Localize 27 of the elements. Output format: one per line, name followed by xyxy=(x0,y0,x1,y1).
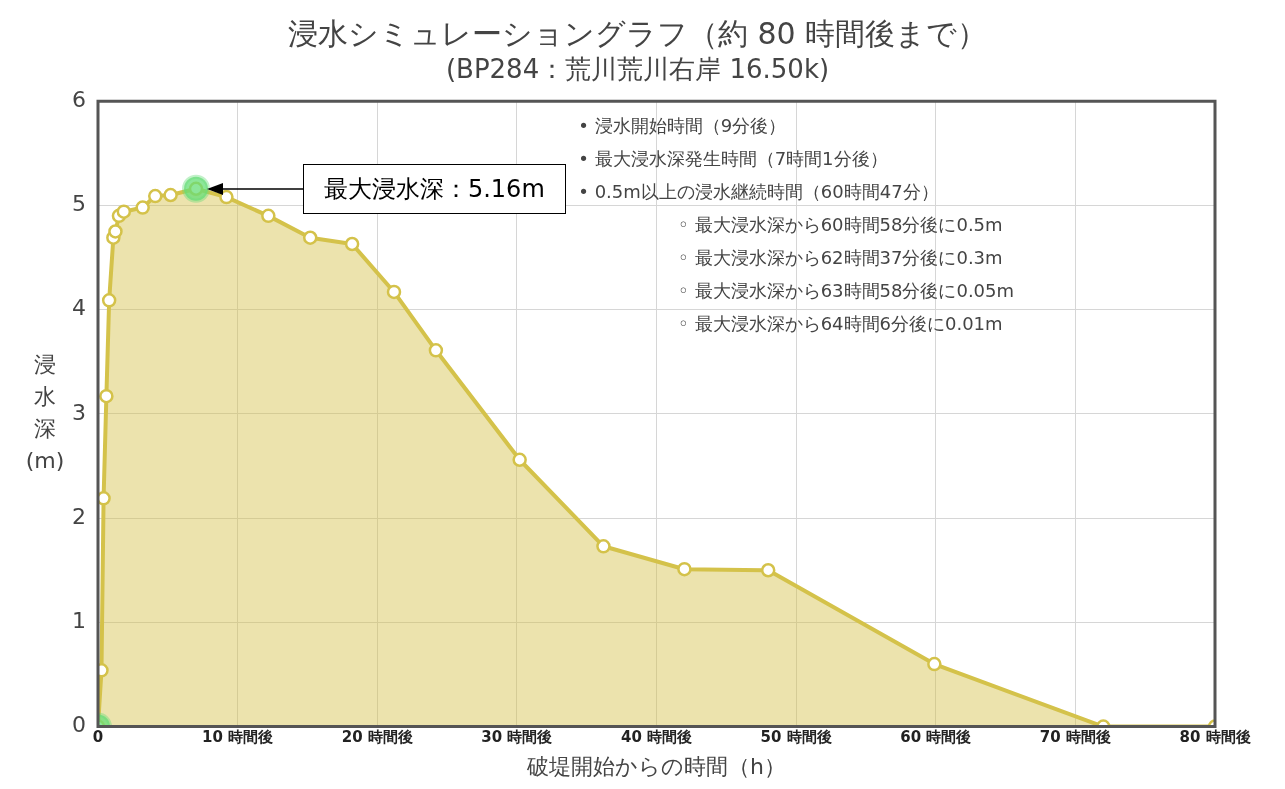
annotation: ◦ 最大浸水深から60時間58分後に0.5m xyxy=(677,213,1004,238)
x-axis-title: 破堤開始からの時間（h） xyxy=(526,753,786,779)
annotation: ◦ 最大浸水深から62時間37分後に0.3m xyxy=(677,246,1004,271)
y-tick-label: 6 xyxy=(72,86,86,112)
x-tick-label: 60 時間後 xyxy=(900,728,972,747)
x-tick-label: 20 時間後 xyxy=(341,728,413,747)
annotation: • 最大浸水深発生時間（7時間1分後） xyxy=(578,147,889,172)
chart-subtitle: (BP284：荒川荒川右岸 16.50k) xyxy=(445,54,830,85)
y-axis-title: 浸水深(m) xyxy=(25,351,65,473)
x-tick-label: 70 時間後 xyxy=(1039,728,1111,747)
annotation: • 0.5m以上の浸水継続時間（60時間47分） xyxy=(578,180,940,205)
y-tick-label: 3 xyxy=(72,399,86,425)
x-tick-label: 40 時間後 xyxy=(620,728,693,747)
annotation: • 浸水開始時間（9分後） xyxy=(578,114,788,139)
annotation: 最大浸水深：5.16m xyxy=(302,163,566,214)
x-tick-label: 80 時間後 xyxy=(1179,728,1251,747)
annotation: ◦ 最大浸水深から64時間6分後に0.01m xyxy=(677,312,1004,337)
y-tick-label: 4 xyxy=(72,295,86,321)
annotation: ◦ 最大浸水深から63時間58分後に0.05m xyxy=(677,279,1015,304)
x-tick-label: 10 時間後 xyxy=(202,728,274,747)
chart-title: 浸水シミュレーショングラフ（約 80 時間後まで） xyxy=(287,15,988,51)
y-tick-label: 5 xyxy=(72,191,86,217)
y-tick-label: 2 xyxy=(72,503,86,529)
y-tick-label: 1 xyxy=(72,608,86,634)
x-tick-label: 50 時間後 xyxy=(760,728,832,747)
x-tick-label: 0 xyxy=(92,728,104,747)
x-tick-label: 30 時間後 xyxy=(481,728,553,747)
